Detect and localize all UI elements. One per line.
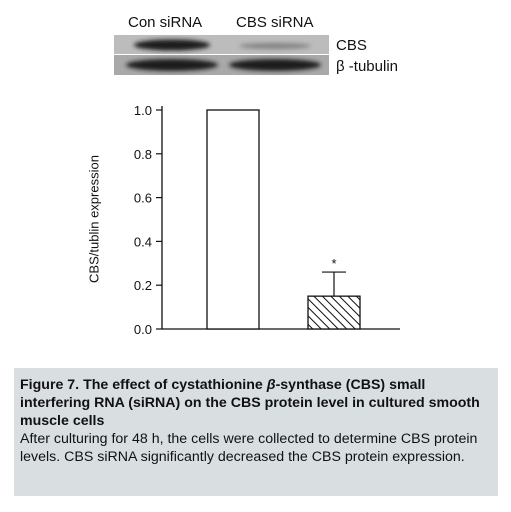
lane-label-con-sirna: Con siRNA [128,14,203,31]
caption-title: Figure 7. The effect of cystathionine β-… [20,377,480,429]
y-tick-label: 0.8 [134,147,152,162]
y-tick-label: 0.2 [134,278,152,293]
bar-2 [307,295,361,330]
y-tick-label: 0.4 [134,234,152,249]
cbs-band-con [134,39,210,51]
tubulin-band-con [126,59,218,71]
cbs-band-sirna [239,43,311,49]
figure-caption: Figure 7. The effect of cystathionine β-… [14,368,498,496]
band-label-tubulin: β -tubulin [336,58,398,75]
bar-1 [206,109,260,330]
tubulin-band-sirna [229,59,321,71]
bar-chart: 0.0 0.2 0.4 0.6 0.8 1.0 * [134,103,400,337]
western-blot-image [114,35,329,75]
caption-body: After culturing for 48 h, the cells were… [20,431,478,465]
band-label-cbs: CBS [336,37,367,54]
lane-label-cbs-sirna: CBS siRNA [236,14,314,31]
y-tick-label: 0.0 [134,322,152,337]
significance-marker: * [331,256,336,271]
y-tick-label: 0.6 [134,191,152,206]
y-axis-label: CBS/tublin expression [86,155,102,283]
y-tick-label: 1.0 [134,103,152,118]
